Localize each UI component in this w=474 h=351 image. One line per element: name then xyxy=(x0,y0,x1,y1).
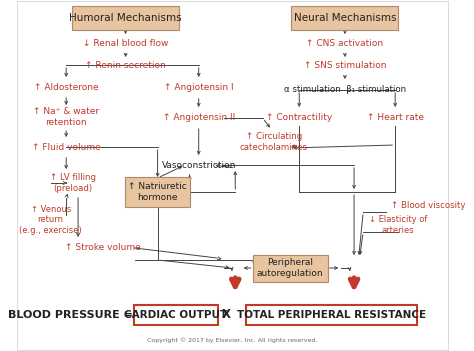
Text: ↑ Na⁺ & water
retention: ↑ Na⁺ & water retention xyxy=(33,107,99,127)
Text: Copyright © 2017 by Elsevier, Inc. All rights reserved.: Copyright © 2017 by Elsevier, Inc. All r… xyxy=(147,337,318,343)
FancyBboxPatch shape xyxy=(134,305,218,325)
Text: α stimulation  β₁ stimulation: α stimulation β₁ stimulation xyxy=(284,86,406,94)
Text: ↑ Circulating
catecholamines: ↑ Circulating catecholamines xyxy=(240,132,308,152)
Text: Neural Mechanisms: Neural Mechanisms xyxy=(294,13,396,23)
Text: ↑ Fluid volume: ↑ Fluid volume xyxy=(32,143,100,152)
Text: BLOOD PRESSURE =: BLOOD PRESSURE = xyxy=(9,310,133,320)
Text: X: X xyxy=(222,309,231,322)
Text: ↑ Aldosterone: ↑ Aldosterone xyxy=(34,84,99,93)
Text: ↓ Elasticity of
arteries: ↓ Elasticity of arteries xyxy=(369,215,427,235)
FancyBboxPatch shape xyxy=(253,254,328,282)
Text: ↑ Contractility: ↑ Contractility xyxy=(266,113,332,122)
Text: TOTAL PERIPHERAL RESISTANCE: TOTAL PERIPHERAL RESISTANCE xyxy=(237,310,426,320)
FancyBboxPatch shape xyxy=(72,6,179,30)
Text: ↑ SNS stimulation: ↑ SNS stimulation xyxy=(304,60,386,69)
Text: ↑ Natriuretic
hormone: ↑ Natriuretic hormone xyxy=(128,182,187,202)
Text: ↑ Blood viscosity: ↑ Blood viscosity xyxy=(391,200,465,210)
Text: ↑ Heart rate: ↑ Heart rate xyxy=(367,113,424,122)
Text: ↑ Angiotensin I: ↑ Angiotensin I xyxy=(164,84,234,93)
Text: ↑ Stroke volume: ↑ Stroke volume xyxy=(65,244,141,252)
Text: ↑ Renin secretion: ↑ Renin secretion xyxy=(85,60,166,69)
FancyBboxPatch shape xyxy=(125,177,191,207)
Text: Peripheral
autoregulation: Peripheral autoregulation xyxy=(257,258,323,278)
FancyBboxPatch shape xyxy=(292,6,398,30)
Text: Humoral Mechanisms: Humoral Mechanisms xyxy=(69,13,182,23)
Text: ↑ LV filling
(preload): ↑ LV filling (preload) xyxy=(50,173,96,193)
Text: ↑ Angiotensin II: ↑ Angiotensin II xyxy=(163,113,235,122)
Text: ↑ Venous
return
(e.g., exercise): ↑ Venous return (e.g., exercise) xyxy=(19,205,82,235)
Text: CARDIAC OUTPUT: CARDIAC OUTPUT xyxy=(124,310,228,320)
Text: ↑ CNS activation: ↑ CNS activation xyxy=(306,40,383,48)
Text: Vasoconstriction: Vasoconstriction xyxy=(162,160,236,170)
FancyBboxPatch shape xyxy=(246,305,417,325)
Text: ↓ Renal blood flow: ↓ Renal blood flow xyxy=(83,40,168,48)
